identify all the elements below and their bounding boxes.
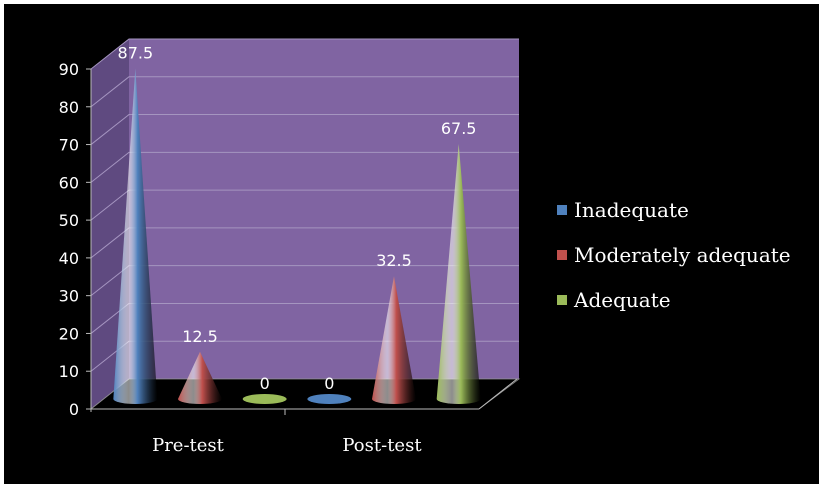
legend-label: Inadequate (574, 198, 689, 222)
cone (178, 351, 222, 404)
cone-body (436, 144, 481, 404)
cone-body (178, 351, 222, 404)
x-axis-depth-line (478, 378, 518, 410)
cone-body (113, 68, 158, 404)
cone (242, 394, 287, 404)
legend-label: Adequate (573, 288, 671, 312)
cone-base-flat (307, 394, 352, 404)
y-tick-label: 80 (59, 98, 79, 117)
y-tick-label: 20 (59, 324, 79, 343)
data-label: 0 (324, 374, 334, 393)
legend-swatch (557, 205, 567, 215)
y-tick-label: 10 (59, 362, 79, 381)
data-label: 0 (260, 374, 270, 393)
category-label: Post-test (342, 435, 422, 456)
legend-swatch (557, 250, 567, 260)
y-tick-label: 60 (59, 173, 79, 192)
cone-chart: 0 10 20 30 40 50 60 70 80 90 Pre-test Post-test 87.… (59, 38, 791, 456)
cone (436, 144, 481, 404)
y-tick-label: 30 (59, 287, 79, 306)
y-tick-label: 50 (59, 211, 79, 230)
cone (372, 276, 416, 404)
cone-body (372, 276, 416, 404)
y-tick-label: 40 (59, 249, 79, 268)
category-label: Pre-test (152, 435, 225, 456)
y-tick-label: 90 (59, 60, 79, 79)
legend-swatch (557, 295, 567, 305)
legend-label: Moderately adequate (574, 243, 791, 267)
gridline (90, 114, 519, 145)
data-label: 32.5 (376, 251, 412, 270)
cone-base-flat (242, 394, 287, 404)
cone (307, 394, 352, 404)
data-label: 67.5 (441, 119, 477, 138)
gridline (90, 38, 519, 70)
gridline (90, 151, 519, 183)
gridline (90, 76, 519, 108)
chart-frame: 0 10 20 30 40 50 60 70 80 90 Pre-test Post-test 87.… (4, 4, 819, 484)
y-tick-label: 0 (69, 400, 79, 419)
data-label: 12.5 (182, 327, 218, 346)
y-tick-label: 70 (59, 136, 79, 155)
data-label: 87.5 (118, 43, 154, 62)
cone (113, 68, 158, 404)
